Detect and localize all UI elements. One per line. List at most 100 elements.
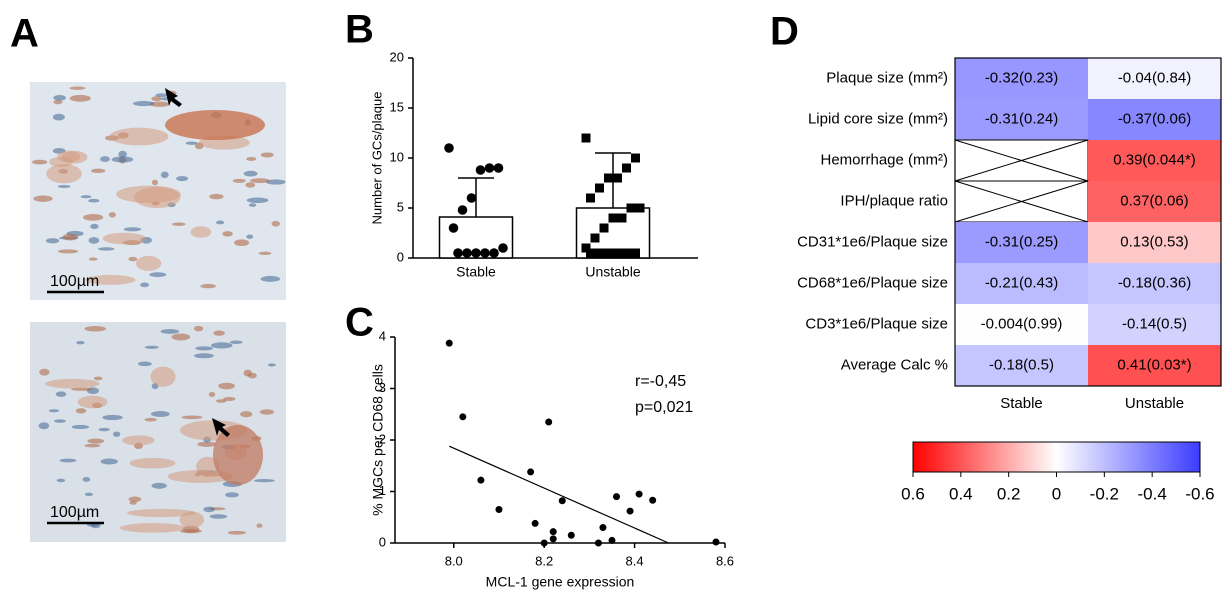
cell xyxy=(98,247,115,251)
cell xyxy=(93,376,103,381)
y-tick-label: 4 xyxy=(379,328,386,343)
data-point xyxy=(608,213,618,223)
heatmap-cell xyxy=(1088,140,1221,181)
data-point xyxy=(712,538,720,546)
data-point xyxy=(453,248,463,258)
cell xyxy=(197,441,217,447)
cell-label: -0.37(0.06) xyxy=(1118,110,1191,127)
data-point xyxy=(493,163,504,173)
cell xyxy=(100,156,110,163)
stain xyxy=(77,395,108,409)
data-point xyxy=(444,143,454,153)
y-tick-label: 5 xyxy=(397,199,404,214)
colorbar-tick-label: -0.2 xyxy=(1090,484,1119,503)
heatmap-cell xyxy=(1088,304,1221,345)
stain xyxy=(61,150,88,164)
colorbar-tick-label: 0.6 xyxy=(901,484,925,503)
stain xyxy=(179,511,205,529)
cell xyxy=(70,387,93,391)
row-label: Lipid core size (mm²) xyxy=(808,110,948,127)
data-point xyxy=(531,519,539,527)
cell xyxy=(55,391,67,397)
cell xyxy=(137,361,152,367)
y-tick-label: 0 xyxy=(379,534,386,549)
cell xyxy=(234,239,250,247)
cell xyxy=(52,113,65,121)
cell xyxy=(185,141,198,145)
cell-label: -0.32(0.23) xyxy=(985,69,1058,86)
cell xyxy=(232,178,246,183)
y-tick-label: 3 xyxy=(379,380,386,395)
stain xyxy=(122,435,155,446)
data-point xyxy=(626,507,634,515)
cell-label: -0.04(0.84) xyxy=(1118,69,1191,86)
heatmap-cell xyxy=(1088,263,1221,304)
stain xyxy=(190,226,212,238)
cell xyxy=(260,152,274,158)
scale-bar-label: 100µm xyxy=(50,273,99,290)
cell xyxy=(151,179,158,186)
heatmap-cell xyxy=(955,58,1088,99)
cell xyxy=(57,184,71,188)
stain xyxy=(213,425,263,485)
panel-label: D xyxy=(770,10,799,54)
cell xyxy=(258,251,272,256)
cell xyxy=(151,96,162,102)
heatmap-cell xyxy=(955,304,1088,345)
cell xyxy=(260,275,281,282)
data-point xyxy=(445,339,453,347)
cell xyxy=(87,438,105,444)
column-label: Stable xyxy=(1000,395,1043,412)
cell xyxy=(83,213,104,221)
data-point xyxy=(622,163,631,173)
cell-label: 0.13(0.53) xyxy=(1120,233,1188,250)
cell xyxy=(84,326,107,332)
x-tick-label: 8.2 xyxy=(535,553,553,568)
cell xyxy=(91,168,106,173)
y-tick-label: 2 xyxy=(379,431,386,446)
cell xyxy=(39,368,50,376)
cell xyxy=(80,195,92,199)
data-point xyxy=(617,213,627,223)
cell xyxy=(144,417,157,422)
heatmap-cell xyxy=(1088,58,1221,99)
cell-label: -0.18(0.36) xyxy=(1118,274,1191,291)
heatmap-cell xyxy=(1088,345,1221,386)
stain xyxy=(109,127,169,146)
stain xyxy=(46,163,82,184)
data-point xyxy=(459,413,467,421)
heatmap-cell xyxy=(1088,222,1221,263)
cell xyxy=(88,237,100,244)
cell xyxy=(100,458,118,465)
cell xyxy=(246,234,254,239)
stain xyxy=(167,470,234,483)
data-point xyxy=(608,536,616,544)
cell xyxy=(246,197,269,204)
cell xyxy=(259,409,274,415)
stain xyxy=(85,274,136,285)
cell xyxy=(82,477,91,482)
cell-label: 0.39(0.044*) xyxy=(1113,151,1196,168)
cell xyxy=(208,392,216,398)
cell-label: -0.18(0.5) xyxy=(989,356,1054,373)
cell xyxy=(118,150,127,158)
annotation: p=0,021 xyxy=(635,399,693,416)
data-point xyxy=(457,205,468,215)
cell xyxy=(271,220,280,227)
colorbar-tick-label: 0.2 xyxy=(997,484,1021,503)
y-tick-label: 1 xyxy=(379,483,386,498)
cell xyxy=(75,408,87,414)
tissue-texture xyxy=(31,86,286,535)
heatmap-frame xyxy=(954,57,1222,387)
row-label: IPH/plaque ratio xyxy=(840,192,948,209)
heatmap-cell xyxy=(955,222,1088,263)
data-point xyxy=(567,531,575,539)
cell xyxy=(225,492,239,498)
data-point xyxy=(649,496,657,504)
cell xyxy=(193,325,204,332)
cell xyxy=(53,99,63,105)
cell-label: -0.31(0.25) xyxy=(985,233,1058,250)
colorbar xyxy=(912,441,1201,473)
data-point xyxy=(540,539,548,547)
